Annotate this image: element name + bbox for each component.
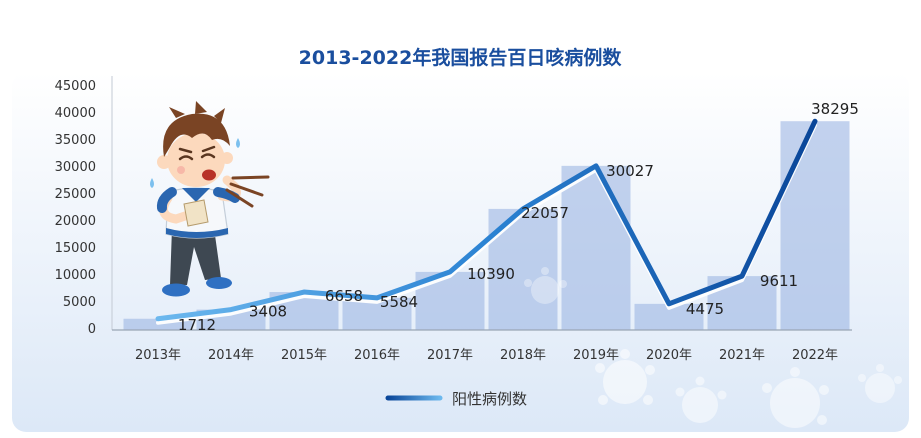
data-label-2018: 22057 xyxy=(521,204,569,222)
boy-hair xyxy=(163,113,230,157)
x-tick-label-2022: 2022年 xyxy=(792,348,838,363)
boy-pants xyxy=(170,228,221,285)
y-tick-label-30000: 30000 xyxy=(55,160,96,175)
y-tick-label-45000: 45000 xyxy=(55,79,96,94)
data-label-2013: 1712 xyxy=(178,316,216,334)
boy-mouth xyxy=(202,169,216,181)
y-tick-label-35000: 35000 xyxy=(55,133,96,148)
y-axis-ticks: 0 5000 10000 15000 20000 25000 30000 35000 40000… xyxy=(55,79,96,337)
legend-label: 阳性病例数 xyxy=(452,390,527,408)
data-label-2017: 10390 xyxy=(467,265,515,283)
y-tick-label-15000: 15000 xyxy=(55,241,96,256)
x-axis-ticks: 2013年 2014年 2015年 2016年 2017年 2018年 2019年 2020年… xyxy=(135,348,838,363)
x-tick-label-2015: 2015年 xyxy=(281,348,327,363)
chart-panel-background xyxy=(12,72,909,432)
y-tick-label-40000: 40000 xyxy=(55,106,96,121)
data-labels: 1712 3408 6658 5584 10390 22057 30027 4475 9611 3… xyxy=(178,100,859,334)
boy-collar xyxy=(182,188,210,202)
y-tick-label-0: 0 xyxy=(88,322,96,337)
data-label-2021: 9611 xyxy=(760,272,798,290)
boy-right-shoe xyxy=(206,277,232,289)
data-label-2015: 6658 xyxy=(325,287,363,305)
boy-left-eye xyxy=(178,155,194,161)
y-tick-label-5000: 5000 xyxy=(63,295,96,310)
x-tick-label-2014: 2014年 xyxy=(208,348,254,363)
boy-left-sleeve xyxy=(156,187,177,213)
coughing-boy-illustration xyxy=(150,101,270,297)
boy-tissue xyxy=(183,199,209,227)
virus-decoration xyxy=(524,267,567,304)
data-label-2020: 4475 xyxy=(686,300,724,318)
legend: 阳性病例数 xyxy=(385,390,527,408)
series-line xyxy=(155,118,818,322)
boy-face xyxy=(167,133,225,187)
x-tick-label-2016: 2016年 xyxy=(354,348,400,363)
cough-motion-lines xyxy=(225,175,270,208)
x-tick-label-2013: 2013年 xyxy=(135,348,181,363)
background-bar-2019 xyxy=(561,165,631,330)
sweat-drop-icon xyxy=(150,178,154,188)
data-label-2016: 5584 xyxy=(380,293,418,311)
boy-right-sleeve xyxy=(213,187,240,203)
background-bar-2022 xyxy=(780,121,850,330)
sweat-drop-icon xyxy=(236,138,240,148)
boy-right-eye xyxy=(200,153,216,159)
x-tick-label-2020: 2020年 xyxy=(646,348,692,363)
y-tick-label-25000: 25000 xyxy=(55,187,96,202)
x-tick-label-2021: 2021年 xyxy=(719,348,765,363)
x-tick-label-2019: 2019年 xyxy=(573,348,619,363)
boy-eyebrows xyxy=(178,145,216,154)
data-label-2019: 30027 xyxy=(606,162,654,180)
virus-decoration xyxy=(595,349,902,428)
chart-title: 2013-2022年我国报告百日咳病例数 xyxy=(299,46,623,69)
x-tick-label-2018: 2018年 xyxy=(500,348,546,363)
boy-cheek xyxy=(177,166,185,174)
series-lines xyxy=(155,118,818,325)
boy-hair-spikes xyxy=(169,101,225,123)
y-tick-label-20000: 20000 xyxy=(55,214,96,229)
x-tick-label-2017: 2017年 xyxy=(427,348,473,363)
series-line-highlight xyxy=(156,123,817,325)
y-tick-label-10000: 10000 xyxy=(55,268,96,283)
data-label-2022: 38295 xyxy=(811,100,859,118)
boy-left-shoe xyxy=(162,283,190,297)
boy-shirt-hem xyxy=(166,228,228,238)
data-label-2014: 3408 xyxy=(249,303,287,321)
